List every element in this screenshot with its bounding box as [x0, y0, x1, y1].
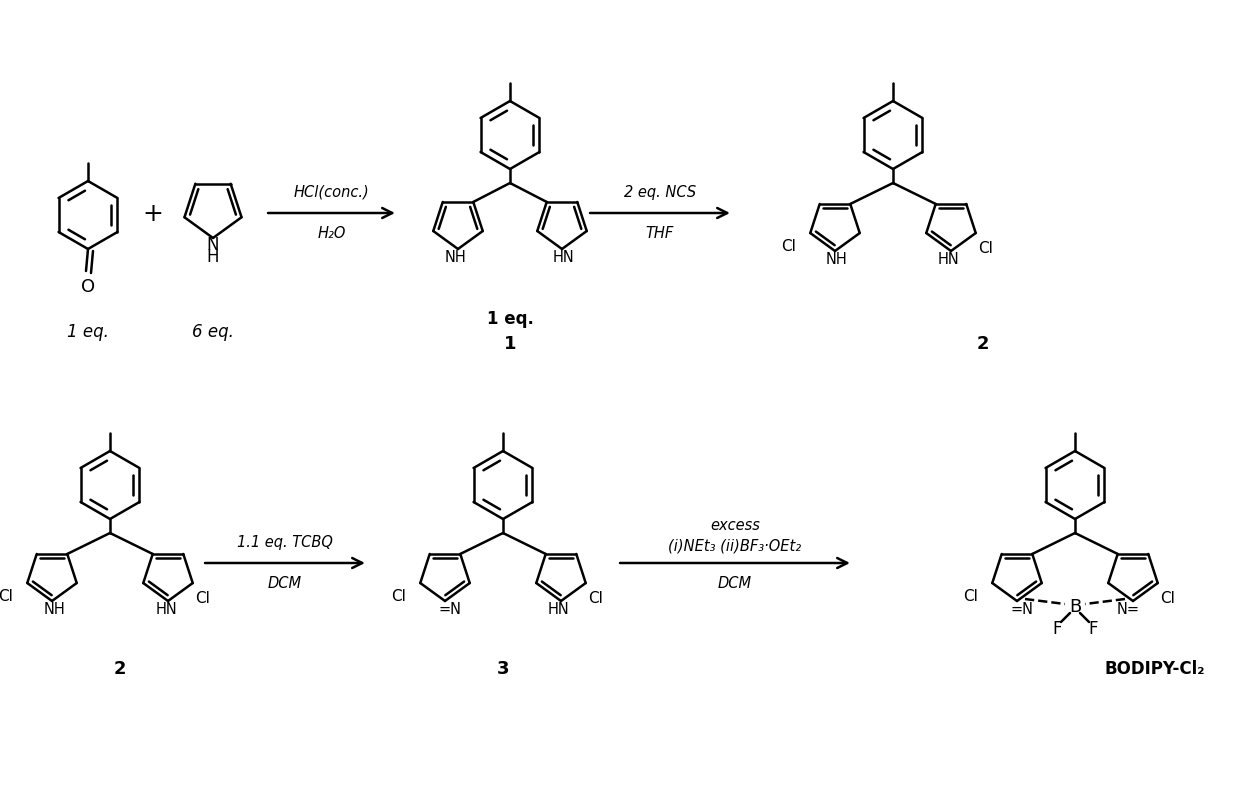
Text: N: N: [207, 236, 219, 254]
Text: 1 eq.: 1 eq.: [486, 310, 533, 328]
Text: 2 eq. NCS: 2 eq. NCS: [624, 184, 696, 199]
Text: =N: =N: [439, 601, 461, 617]
Text: F: F: [1089, 619, 1097, 638]
Text: Cl: Cl: [195, 589, 210, 605]
Text: Cl: Cl: [588, 589, 603, 605]
Text: 1.1 eq. TCBQ: 1.1 eq. TCBQ: [237, 534, 332, 548]
Text: 6 eq.: 6 eq.: [192, 323, 234, 340]
Text: NH: NH: [43, 601, 64, 617]
Text: HN: HN: [548, 601, 570, 617]
Text: Cl: Cl: [962, 588, 977, 603]
Text: THF: THF: [646, 226, 675, 241]
Text: 1 eq.: 1 eq.: [67, 323, 109, 340]
Text: +: +: [143, 202, 164, 226]
Text: B: B: [1069, 597, 1081, 615]
Text: =N: =N: [1011, 601, 1033, 617]
Text: (i)NEt₃ (ii)BF₃·OEt₂: (i)NEt₃ (ii)BF₃·OEt₂: [668, 538, 801, 552]
Text: NH: NH: [826, 252, 848, 267]
Text: H: H: [207, 247, 219, 266]
Text: DCM: DCM: [268, 576, 303, 591]
Text: 3: 3: [497, 659, 510, 677]
Text: Cl: Cl: [781, 238, 796, 253]
Text: N=: N=: [1116, 601, 1140, 617]
Text: 1: 1: [503, 335, 516, 353]
Text: HN: HN: [155, 601, 177, 617]
Text: Cl: Cl: [0, 588, 12, 603]
Text: DCM: DCM: [718, 576, 753, 591]
Text: H₂O: H₂O: [317, 226, 346, 241]
Text: excess: excess: [711, 518, 760, 533]
Text: Cl: Cl: [391, 588, 405, 603]
Text: F: F: [1053, 619, 1061, 638]
Text: 2: 2: [977, 335, 990, 353]
Text: NH: NH: [445, 251, 467, 265]
Text: O: O: [81, 278, 95, 296]
Text: HCl(conc.): HCl(conc.): [294, 184, 370, 199]
Text: BODIPY-Cl₂: BODIPY-Cl₂: [1105, 659, 1205, 677]
Text: Cl: Cl: [1161, 589, 1176, 605]
Text: 2: 2: [114, 659, 126, 677]
Text: Cl: Cl: [978, 240, 993, 255]
Text: HN: HN: [939, 252, 960, 267]
Text: HN: HN: [553, 251, 575, 265]
